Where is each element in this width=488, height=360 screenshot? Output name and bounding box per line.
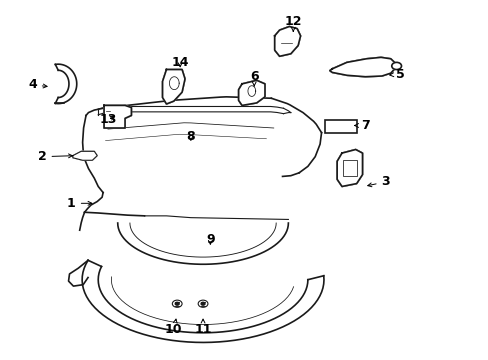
Bar: [343, 159, 356, 176]
Circle shape: [175, 302, 179, 305]
Text: 12: 12: [284, 15, 302, 31]
Polygon shape: [336, 149, 362, 186]
Text: 13: 13: [99, 113, 117, 126]
Polygon shape: [162, 69, 184, 104]
Circle shape: [391, 62, 401, 69]
Circle shape: [201, 302, 204, 305]
Polygon shape: [329, 57, 395, 77]
Polygon shape: [274, 27, 300, 56]
Text: 7: 7: [354, 119, 369, 132]
Text: 4: 4: [28, 78, 47, 91]
Polygon shape: [73, 151, 97, 160]
Text: 10: 10: [165, 319, 182, 336]
Polygon shape: [104, 105, 131, 128]
Text: 2: 2: [38, 150, 72, 163]
Text: 14: 14: [171, 56, 188, 69]
Bar: [325, 120, 356, 133]
Polygon shape: [238, 80, 264, 105]
Text: 5: 5: [389, 68, 404, 81]
Text: 11: 11: [194, 319, 211, 336]
Text: 1: 1: [67, 197, 92, 210]
Text: 3: 3: [367, 175, 389, 188]
Text: 8: 8: [186, 130, 195, 143]
Text: 6: 6: [249, 69, 258, 86]
Text: 9: 9: [205, 233, 214, 246]
